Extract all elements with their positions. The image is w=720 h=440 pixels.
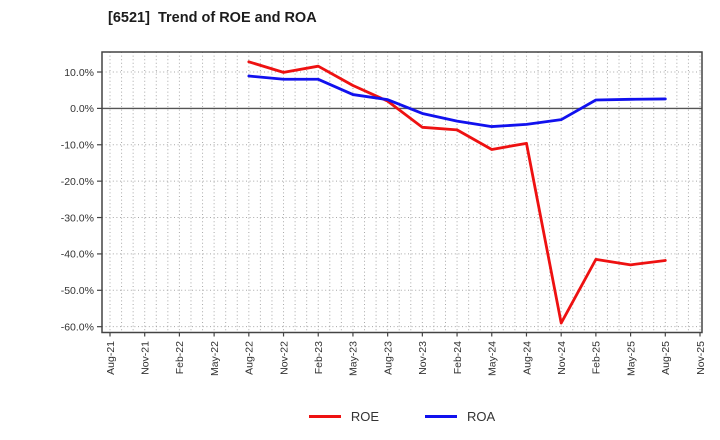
series-line-roe [247, 60, 667, 325]
x-tick-label: Nov-25 [695, 341, 707, 375]
roe-legend-label: ROE [350, 408, 379, 424]
y-tick-label: -10.0% [61, 140, 94, 152]
x-tick-label: May-22 [209, 341, 221, 376]
x-tick-label: May-24 [487, 341, 499, 376]
x-tick-label: Feb-24 [452, 341, 464, 374]
series-line-roa [247, 74, 667, 128]
x-tick-label: May-23 [348, 341, 360, 376]
chart-title: [6521] Trend of ROE and ROA [108, 10, 317, 26]
roa-line-swatch [425, 414, 457, 418]
x-tick-label: Aug-24 [521, 341, 533, 375]
legend-item-roe: ROE [308, 408, 379, 424]
y-tick-label: 10.0% [64, 67, 94, 79]
roa-legend-label: ROA [467, 408, 496, 424]
x-tick-label: Nov-23 [417, 341, 429, 375]
legend: ROE ROA [102, 405, 702, 427]
y-tick-label: -30.0% [61, 212, 94, 224]
x-tick-label: Aug-22 [244, 341, 256, 375]
y-tick-label: -20.0% [61, 176, 94, 188]
legend-item-roa: ROA [425, 409, 495, 424]
roe-line-swatch [308, 414, 341, 418]
y-tick-label: 0.0% [70, 103, 94, 115]
y-tick-label: -40.0% [61, 249, 94, 261]
y-tick-label: -60.0% [61, 321, 94, 333]
x-tick-label: Aug-25 [660, 341, 672, 375]
x-tick-label: Feb-22 [174, 341, 186, 374]
y-tick-label: -50.0% [61, 285, 94, 297]
x-tick-label: May-25 [625, 341, 637, 376]
x-tick-label: Feb-25 [591, 341, 603, 374]
plot-frame [101, 51, 703, 334]
x-tick-label: Feb-23 [313, 341, 325, 374]
x-tick-label: Aug-23 [382, 341, 394, 375]
x-tick-label: Nov-21 [140, 341, 152, 375]
x-tick-label: Nov-24 [556, 341, 568, 375]
x-tick-label: Nov-22 [278, 341, 290, 375]
x-tick-label: Aug-21 [105, 341, 117, 375]
